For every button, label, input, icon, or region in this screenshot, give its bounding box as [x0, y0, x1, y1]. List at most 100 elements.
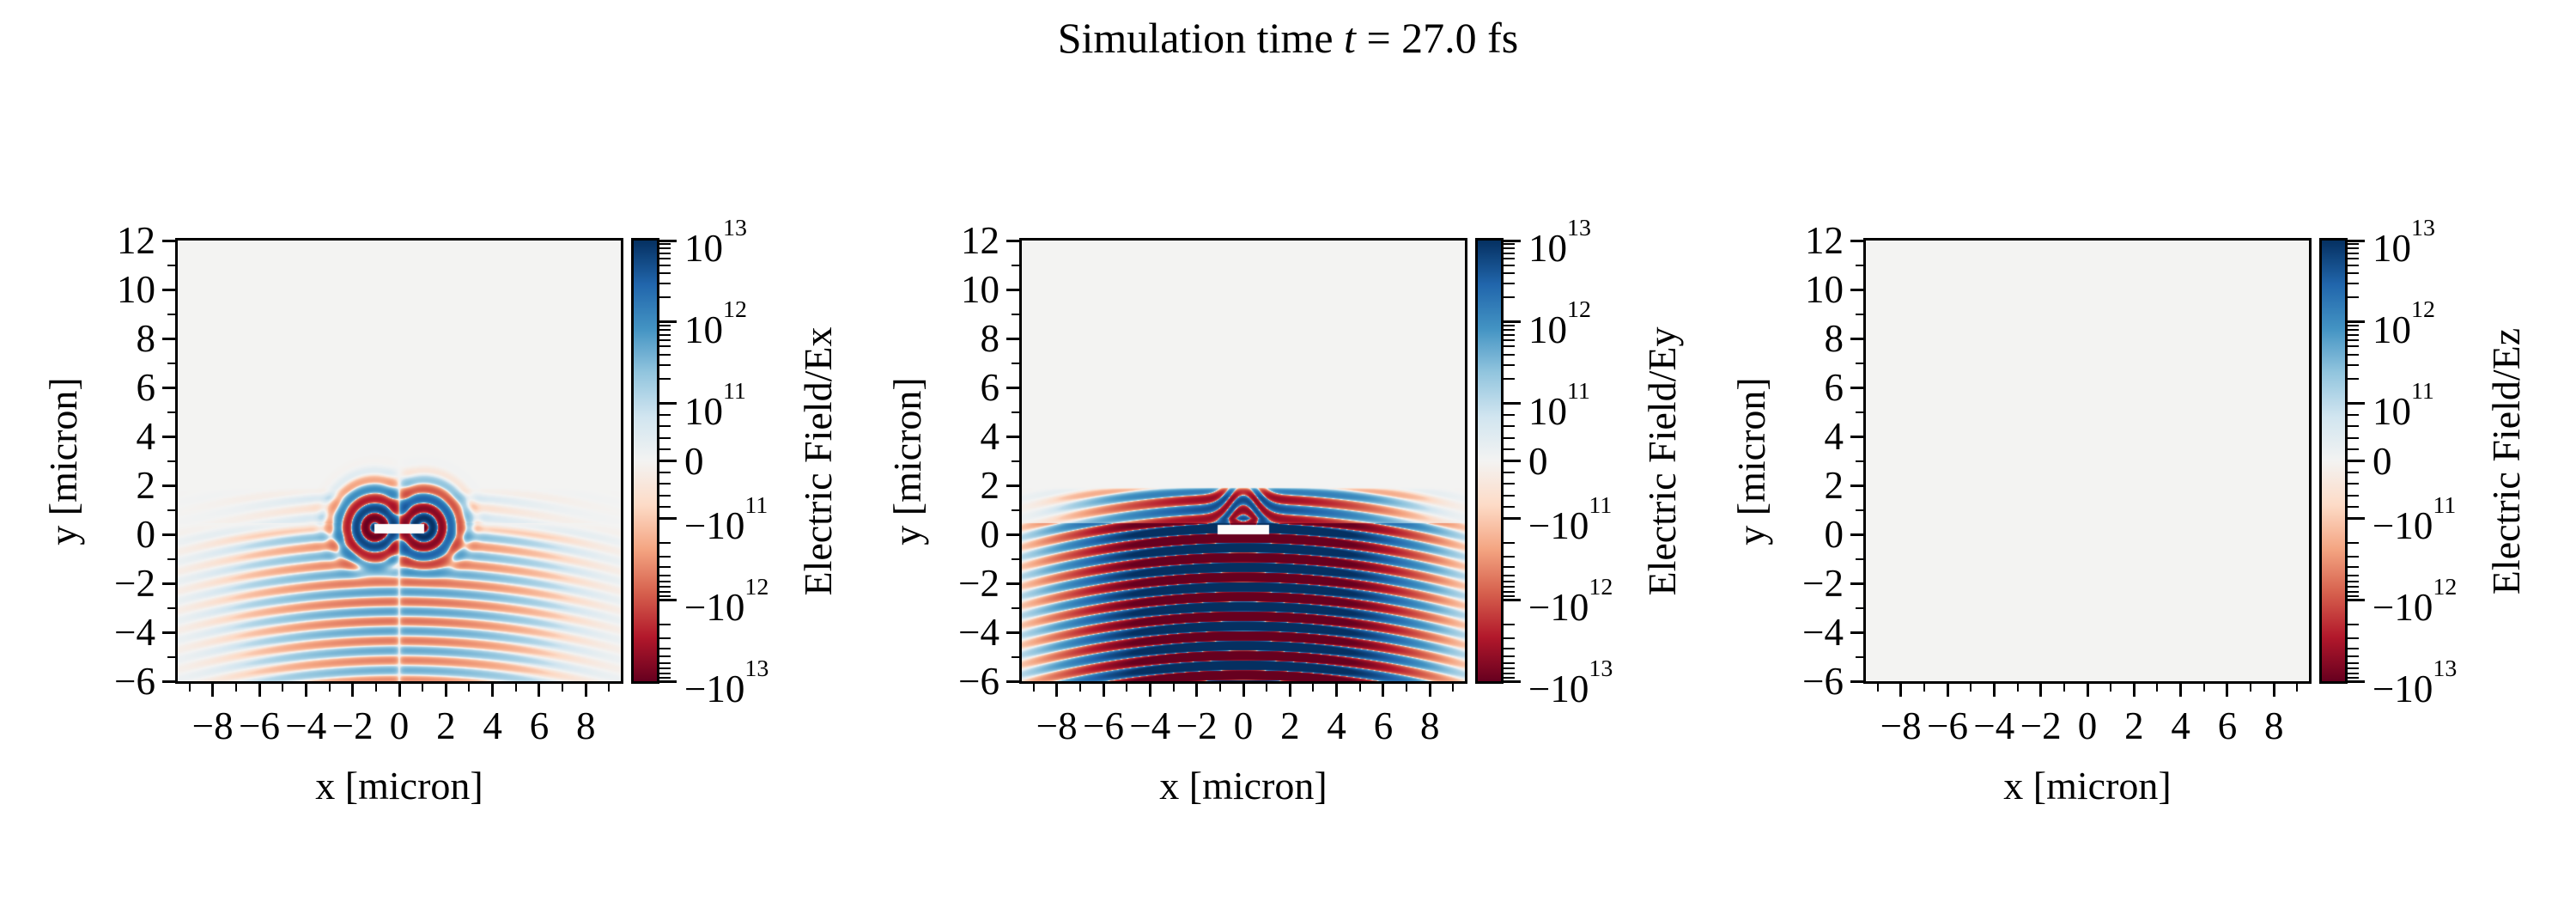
- y-tick-label: −2: [114, 562, 155, 605]
- colorbar-minor-tick: [2348, 574, 2359, 576]
- colorbar-label: Electric Field/Ez: [2484, 327, 2528, 594]
- colorbar-minor-tick: [659, 282, 671, 284]
- y-tick-label: 6: [980, 366, 1000, 409]
- colorbar-minor-tick: [659, 594, 671, 597]
- y-major-tick: [162, 631, 175, 634]
- x-major-tick: [491, 684, 495, 697]
- colorbar-minor-tick: [1504, 667, 1515, 670]
- colorbar-major-tick: [1504, 402, 1521, 405]
- colorbar-minor-tick: [659, 623, 671, 625]
- colorbar-tick-label: −1012: [2372, 574, 2458, 630]
- x-tick-label: 2: [436, 704, 456, 747]
- x-minor-tick: [468, 684, 471, 692]
- colorbar-minor-tick: [2348, 566, 2359, 569]
- colorbar-minor-tick: [1504, 247, 1515, 250]
- x-minor-tick: [608, 684, 611, 692]
- y-major-tick: [1850, 239, 1863, 242]
- y-tick-label: −6: [958, 660, 999, 703]
- colorbar-major-tick: [659, 402, 677, 405]
- x-minor-tick: [1032, 684, 1035, 692]
- colorbar-minor-tick: [2348, 414, 2359, 417]
- colorbar-minor-tick: [659, 637, 671, 640]
- colorbar-major-tick: [1504, 320, 1521, 324]
- x-minor-tick: [2156, 684, 2159, 692]
- field-heatmap-ey: [1022, 241, 1465, 681]
- colorbar-minor-tick: [2348, 329, 2359, 332]
- colorbar-minor-tick: [2348, 243, 2359, 246]
- colorbar-ez: [2319, 238, 2348, 684]
- y-tick-label: −4: [1802, 611, 1844, 654]
- colorbar-label: Electric Field/Ey: [1640, 326, 1684, 595]
- field-heatmap-ez: [1866, 241, 2309, 681]
- x-minor-tick: [2250, 684, 2252, 692]
- colorbar-minor-tick: [1504, 556, 1515, 558]
- axes-box-ey: [1019, 238, 1467, 684]
- colorbar-minor-tick: [659, 333, 671, 336]
- x-tick-label: 6: [2217, 704, 2238, 747]
- colorbar-tick-label: −1011: [684, 492, 769, 548]
- y-minor-tick: [167, 460, 175, 462]
- colorbar-major-tick: [1504, 516, 1521, 520]
- y-tick-label: −4: [958, 611, 999, 654]
- y-tick-label: 0: [980, 513, 1000, 556]
- colorbar-minor-tick: [1504, 594, 1515, 597]
- colorbar-tick-label: −1013: [2372, 655, 2458, 710]
- y-tick-label: 6: [136, 366, 156, 409]
- colorbar-minor-tick: [659, 672, 671, 674]
- colorbar-minor-tick: [1504, 243, 1515, 246]
- y-tick-label: 6: [1824, 366, 1844, 409]
- colorbar-minor-tick: [659, 655, 671, 658]
- colorbar-minor-tick: [1504, 378, 1515, 381]
- x-major-tick: [1946, 684, 1949, 697]
- colorbar-minor-tick: [1504, 505, 1515, 508]
- x-major-tick: [2226, 684, 2229, 697]
- y-minor-tick: [1012, 264, 1019, 266]
- x-minor-tick: [1172, 684, 1175, 692]
- x-minor-tick: [1923, 684, 1925, 692]
- x-tick-label: −8: [191, 704, 234, 747]
- colorbar-ey: [1475, 238, 1504, 684]
- colorbar-minor-tick: [2348, 637, 2359, 640]
- x-minor-tick: [328, 684, 331, 692]
- x-major-tick: [211, 684, 215, 697]
- x-major-tick: [351, 684, 355, 697]
- colorbar-tick-label: 1013: [2372, 215, 2435, 270]
- colorbar-major-tick: [2348, 460, 2365, 462]
- x-tick-label: 4: [2171, 704, 2190, 747]
- x-minor-tick: [1970, 684, 1972, 692]
- colorbar-minor-tick: [659, 590, 671, 593]
- colorbar-minor-tick: [659, 448, 671, 451]
- x-tick-label: 8: [576, 704, 596, 747]
- figure-title: Simulation time t = 27.0 fs: [0, 12, 2576, 64]
- colorbar-minor-tick: [2348, 264, 2359, 266]
- colorbar-minor-tick: [1504, 436, 1515, 439]
- colorbar-minor-tick: [1504, 258, 1515, 260]
- x-tick-label: −2: [331, 704, 374, 747]
- colorbar-minor-tick: [2348, 471, 2359, 473]
- colorbar-tick-label: −1011: [1528, 492, 1613, 548]
- y-tick-label: 2: [136, 464, 156, 507]
- y-minor-tick: [1012, 558, 1019, 560]
- y-major-tick: [162, 288, 175, 291]
- y-major-tick: [1006, 631, 1019, 634]
- x-minor-tick: [2202, 684, 2205, 692]
- colorbar-tick-label: 1011: [1528, 377, 1590, 433]
- x-major-tick: [2179, 684, 2183, 697]
- y-axis-label: y [micron]: [1729, 376, 1773, 545]
- x-minor-tick: [1126, 684, 1128, 692]
- y-minor-tick: [1012, 655, 1019, 658]
- y-major-tick: [162, 386, 175, 389]
- colorbar-tick-label: −1011: [2372, 492, 2457, 548]
- colorbar-minor-tick: [659, 425, 671, 428]
- colorbar-major-tick: [659, 460, 677, 462]
- x-minor-tick: [2110, 684, 2112, 692]
- colorbar-tick-label: −1013: [1528, 655, 1613, 710]
- x-tick-label: −2: [1176, 704, 1218, 747]
- x-axis-label: x [micron]: [315, 764, 483, 808]
- x-tick-label: −6: [1083, 704, 1124, 747]
- colorbar-major-tick: [1504, 239, 1521, 242]
- y-minor-tick: [167, 362, 175, 364]
- x-tick-label: 4: [483, 704, 502, 747]
- axes-box-ex: [175, 238, 623, 684]
- colorbar-major-tick: [659, 680, 677, 683]
